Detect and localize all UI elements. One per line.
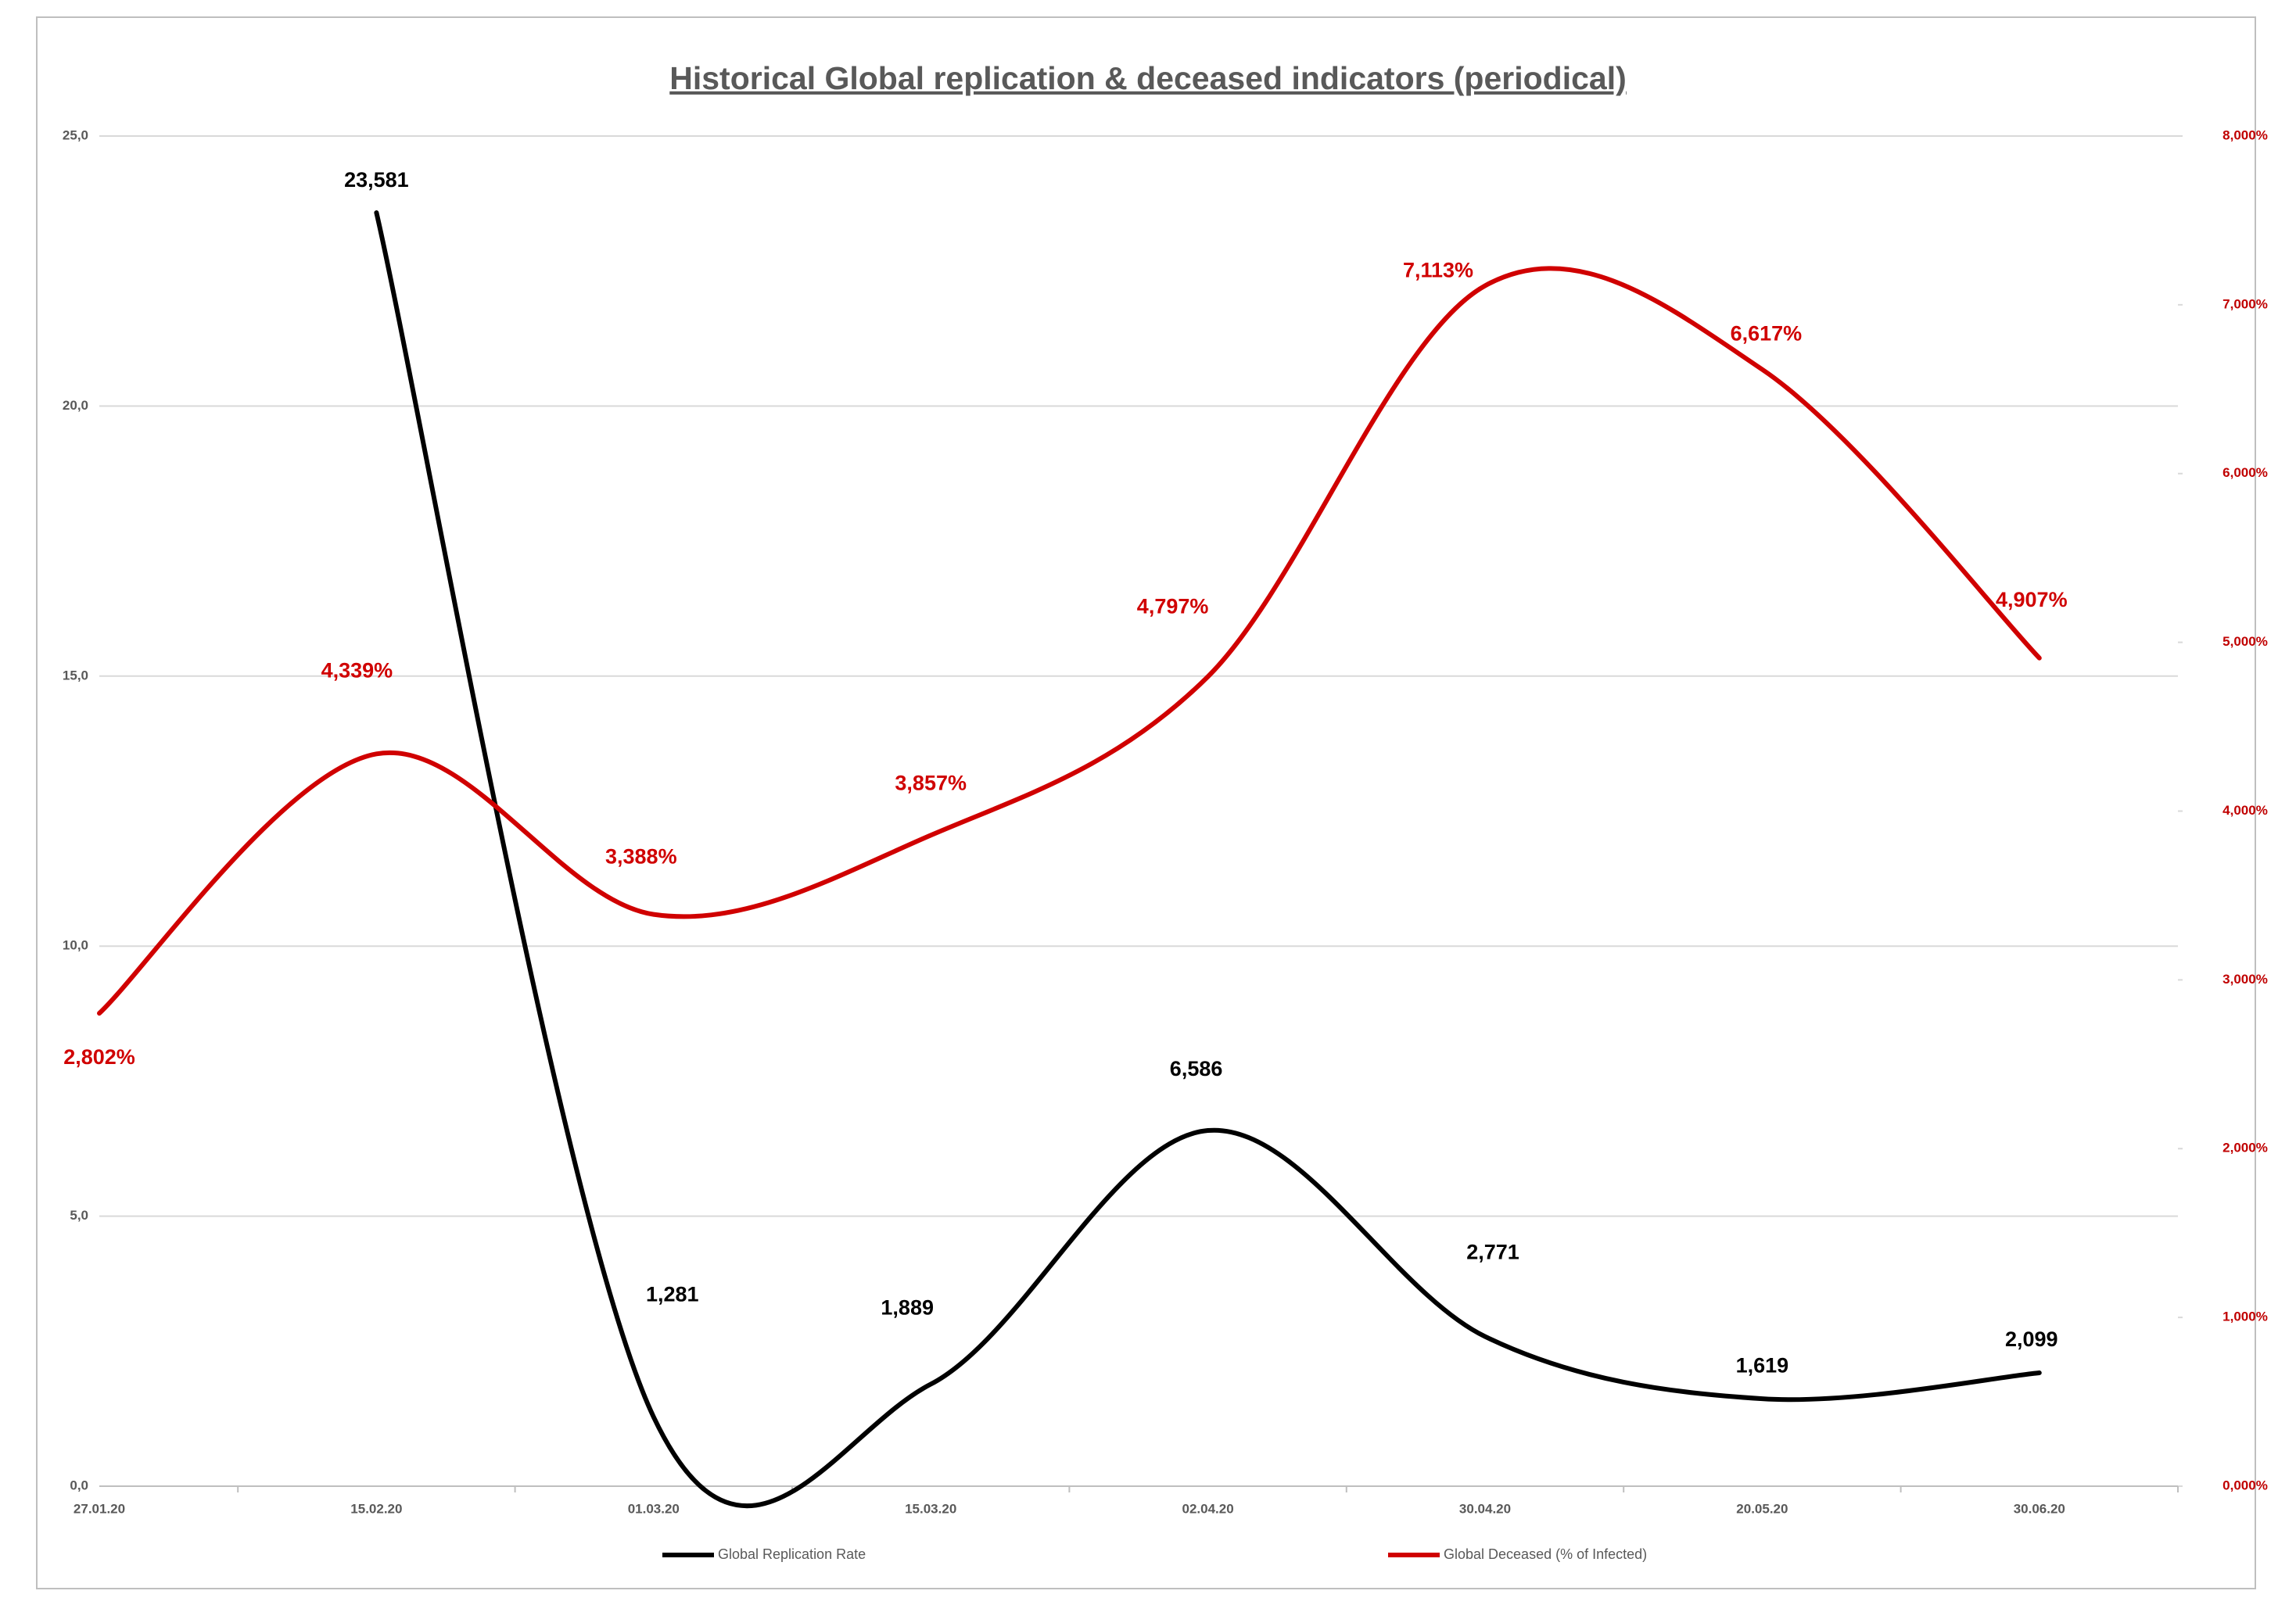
x-tick-label: 27.01.20 [74,1501,125,1516]
data-label: 3,857% [895,771,967,794]
data-label: 7,113% [1403,259,1473,282]
y-tick-label: 10,0 [63,938,88,953]
y2-tick-label: 3,000% [2222,972,2268,987]
data-label: 1,281 [646,1283,699,1306]
chart-title: Historical Global replication & deceased… [669,60,1627,96]
data-label: 2,099 [2005,1327,2058,1351]
x-tick-label: 15.03.20 [905,1501,956,1516]
data-label: 3,388% [605,845,677,869]
x-tick-label: 20.05.20 [1736,1501,1788,1516]
data-label: 1,619 [1736,1353,1789,1377]
data-label: 4,339% [321,658,393,682]
x-tick-label: 15.02.20 [350,1501,402,1516]
y2-tick-label: 7,000% [2222,296,2268,311]
y-tick-label: 5,0 [70,1208,88,1223]
legend-label: Global Replication Rate [718,1546,866,1562]
y2-tick-label: 6,000% [2222,465,2268,480]
data-label: 2,771 [1466,1241,1519,1264]
y-tick-label: 20,0 [63,398,88,413]
y2-tick-label: 2,000% [2222,1141,2268,1155]
data-label: 1,889 [881,1296,934,1320]
data-label: 4,907% [1996,588,2068,611]
x-tick-label: 02.04.20 [1182,1501,1234,1516]
chart-border [36,16,2256,1589]
y-tick-label: 0,0 [70,1478,88,1492]
x-tick-label: 30.06.20 [2014,1501,2065,1516]
y2-tick-label: 4,000% [2222,803,2268,818]
legend-label: Global Deceased (% of Infected) [1444,1546,1647,1562]
y2-tick-label: 0,000% [2222,1478,2268,1492]
data-label: 2,802% [63,1045,135,1069]
x-tick-label: 30.04.20 [1459,1501,1511,1516]
y-tick-label: 15,0 [63,668,88,683]
series-line [97,266,2042,1016]
y-tick-label: 25,0 [63,127,88,142]
y2-tick-label: 5,000% [2222,634,2268,649]
series-line [374,210,2042,1509]
data-label: 6,617% [1731,322,1803,346]
data-label: 23,581 [344,168,409,192]
y2-tick-label: 8,000% [2222,127,2268,142]
data-label: 6,586 [1170,1057,1223,1080]
y2-tick-label: 1,000% [2222,1310,2268,1324]
data-label: 4,797% [1137,595,1209,618]
x-tick-label: 01.03.20 [628,1501,680,1516]
